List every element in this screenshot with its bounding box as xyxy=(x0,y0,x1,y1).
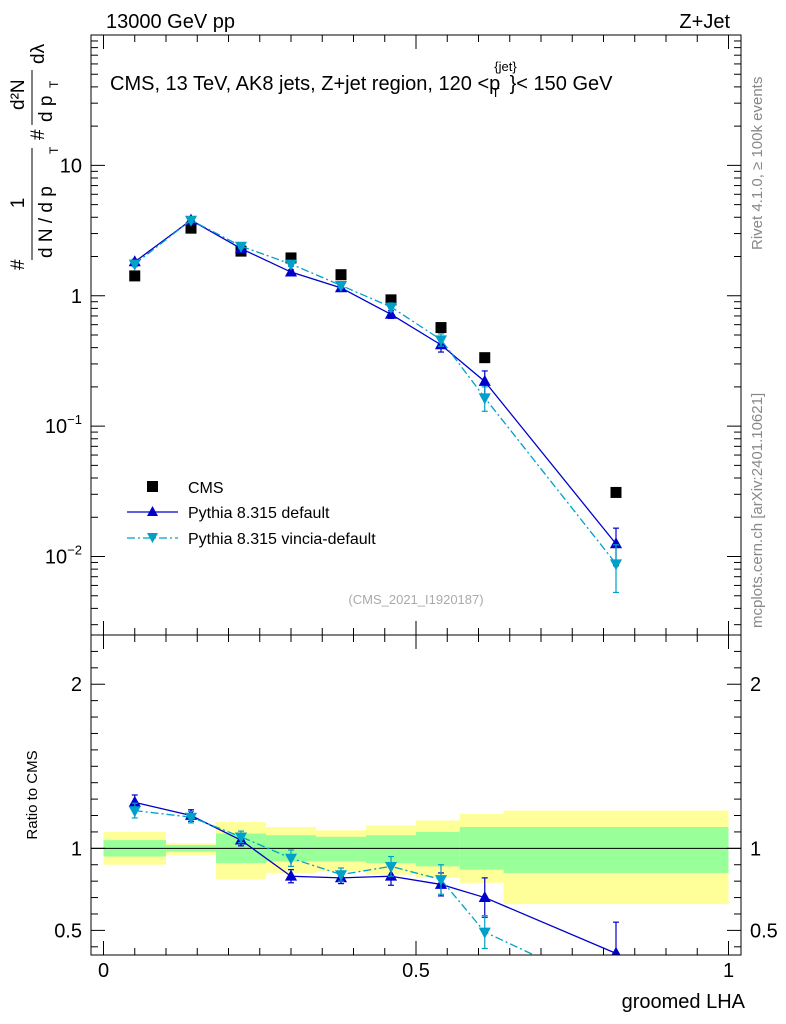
ratio-y-tick-label-left: 0.5 xyxy=(54,920,82,942)
ratio-point-1 xyxy=(478,927,491,939)
header-right: Z+Jet xyxy=(679,11,730,33)
x-tick-label: 0.5 xyxy=(402,960,430,982)
cms-point xyxy=(335,269,347,281)
ratio-ticks xyxy=(91,635,741,955)
main-point-2 xyxy=(128,259,141,271)
main-title-sup: {jet} xyxy=(494,59,517,74)
main-point-2 xyxy=(284,259,298,271)
main-y-axis-label: # 1 d N / d p T # d²N d p T dλ xyxy=(8,43,61,270)
ratio-y-tick-label-right: 2 xyxy=(750,674,761,696)
watermark: (CMS_2021_I1920187) xyxy=(348,592,483,607)
legend-marker-pythia-vincia xyxy=(147,533,158,543)
ylabel-hash-2: # xyxy=(28,129,49,140)
ylabel-den: d N / d p xyxy=(36,186,57,258)
ratio-frame xyxy=(90,634,742,956)
main-y-tick-label: 10−2 xyxy=(45,543,82,569)
x-tick-label: 0 xyxy=(98,960,109,982)
x-tick-labels: 0 0.5 1 xyxy=(98,960,734,982)
mcplots-label: mcplots.cern.ch [arXiv:2401.10621] xyxy=(749,393,766,628)
main-point-1 xyxy=(284,265,298,277)
legend-label-pythia-vincia: Pythia 8.315 vincia-default xyxy=(188,531,376,548)
legend: CMS Pythia 8.315 default Pythia 8.315 vi… xyxy=(127,480,376,548)
cms-point xyxy=(385,294,397,306)
ratio-y-axis-label: Ratio to CMS xyxy=(24,750,41,839)
ylabel-numden-t: T xyxy=(47,80,61,88)
ratio-point-1 xyxy=(234,832,248,844)
ratio-point-1 xyxy=(384,861,398,873)
ratio-series xyxy=(128,794,621,955)
main-point-2 xyxy=(184,215,198,227)
ratio-bands xyxy=(103,810,729,905)
main-ticks xyxy=(91,35,741,635)
cms-point xyxy=(185,222,197,234)
cms-point xyxy=(435,322,447,334)
main-point-2 xyxy=(234,241,248,253)
ratio-point-0 xyxy=(478,890,491,902)
ratio-panel: 0.5 0.51 12 2 0 0.5 1 Ratio to CMS groomed LH… xyxy=(24,634,778,1013)
main-point-2 xyxy=(334,281,348,293)
main-point-2 xyxy=(478,393,491,405)
main-y-tick-label-exp: −2 xyxy=(67,543,82,558)
main-title-main: CMS, 13 TeV, AK8 jets, Z+jet region, 120… xyxy=(110,73,500,95)
main-series xyxy=(128,213,623,594)
main-point-1 xyxy=(609,537,623,549)
ylabel-den-t: T xyxy=(47,146,61,154)
ratio-point-1 xyxy=(434,875,448,887)
ratio-band-inner xyxy=(316,836,366,862)
ratio-point-1 xyxy=(128,806,141,818)
cms-point xyxy=(610,486,622,498)
ratio-point-0 xyxy=(128,795,141,807)
main-point-2 xyxy=(609,559,623,571)
cms-point xyxy=(479,352,491,364)
ylabel-num: d²N xyxy=(8,79,29,110)
main-title-end: }< 150 GeV xyxy=(510,73,614,95)
ratio-y-tick-labels: 0.5 0.5 1 1 2 2 xyxy=(54,674,778,942)
main-title: CMS, 13 TeV, AK8 jets, Z+jet region, 120… xyxy=(110,59,613,100)
ratio-y-tick-label-left: 2 xyxy=(71,674,82,696)
ratio-band-inner xyxy=(416,831,460,867)
ratio-point-0 xyxy=(611,946,621,955)
main-y-tick-label: 10 xyxy=(60,155,82,177)
legend-label-cms: CMS xyxy=(188,480,224,497)
ylabel-hash: # xyxy=(8,259,29,270)
legend-label-pythia-default: Pythia 8.315 default xyxy=(188,505,330,522)
x-tick-label: 1 xyxy=(723,960,734,982)
ratio-y-tick-label-right: 0.5 xyxy=(750,920,778,942)
main-y-tick-label-base: 10 xyxy=(45,416,67,438)
main-point-2 xyxy=(384,302,398,314)
ratio-point-1 xyxy=(334,870,348,882)
cms-point xyxy=(129,270,141,282)
main-y-tick-label: 10−1 xyxy=(45,412,82,438)
ratio-y-tick-label-left: 1 xyxy=(71,838,82,860)
cms-point xyxy=(285,252,297,264)
x-axis-label: groomed LHA xyxy=(622,991,746,1013)
rivet-label: Rivet 4.1.0, ≥ 100k events xyxy=(749,77,766,250)
ylabel-one: 1 xyxy=(8,198,29,209)
main-point-2 xyxy=(434,335,448,347)
main-y-tick-label: 1 xyxy=(71,286,82,308)
main-y-tick-label-exp: −1 xyxy=(67,412,82,427)
main-title-sub: T xyxy=(492,85,500,100)
ratio-y-tick-label-right: 1 xyxy=(750,838,761,860)
main-y-tick-label-base: 10 xyxy=(45,547,67,569)
ratio-band-inner xyxy=(503,827,729,873)
header-left: 13000 GeV pp xyxy=(106,11,235,33)
main-point-1 xyxy=(478,374,491,386)
ratio-point-1 xyxy=(184,812,198,824)
legend-marker-cms xyxy=(147,481,158,492)
legend-marker-pythia-default xyxy=(147,506,158,516)
ylabel-numden: d p xyxy=(36,96,57,122)
ratio-point-1 xyxy=(284,853,298,865)
ylabel-dl: dλ xyxy=(28,43,49,64)
ratio-point-0 xyxy=(284,869,298,881)
